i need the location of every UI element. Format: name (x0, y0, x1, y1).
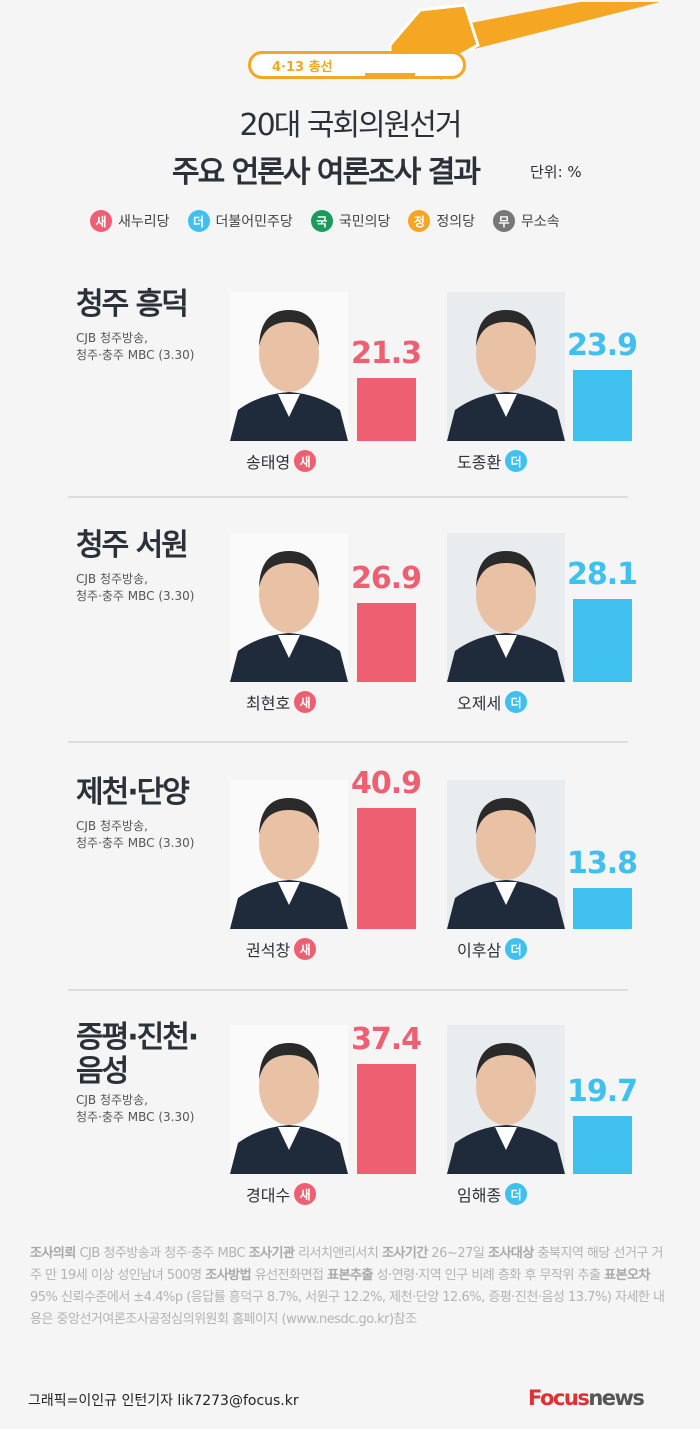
candidate-photo (447, 780, 565, 929)
district-name: 청주 서원 (76, 528, 189, 563)
party-badge: 새 (294, 450, 317, 472)
legend-label: 새누리당 (118, 214, 170, 230)
party-badge: 더 (505, 938, 528, 960)
section-divider (68, 989, 628, 991)
candidate-photo (447, 533, 565, 682)
footnote-key: 조사대상 (487, 1246, 534, 1261)
candidate-photo (230, 780, 348, 929)
candidate-photo (230, 292, 348, 441)
legend-item-jeongui: 정 정의당 (408, 210, 475, 232)
candidate-name: 이후삼 더 (457, 937, 528, 961)
vote-bar (573, 888, 632, 929)
footnote-key: 조사의뢰 (30, 1246, 76, 1261)
vote-value: 37.4 (351, 1021, 422, 1057)
section-divider (68, 741, 628, 743)
tag-pill (248, 51, 466, 79)
poll-source: CJB 청주방송, 청주·충주 MBC (3.30) (76, 331, 195, 362)
candidate-photo (230, 1025, 348, 1174)
credit: 그래픽=이인규 인턴기자 lik7273@focus.kr (28, 1393, 299, 1409)
district-name: 제천·단양 (76, 775, 190, 810)
footnote-key: 표본오차 (604, 1268, 650, 1283)
party-badge: 더 (187, 210, 210, 232)
party-badge: 국 (310, 210, 333, 232)
party-badge: 더 (505, 1183, 528, 1205)
footnote-value: CJB 청주방송과 청주·충주 MBC (75, 1246, 249, 1261)
vote-value: 23.9 (567, 328, 638, 364)
party-badge: 정 (408, 210, 431, 232)
election-tag: 4·13 총선 (272, 60, 333, 75)
unit-label: 단위: % (530, 163, 582, 181)
survey-footnote: 조사의뢰 CJB 청주방송과 청주·충주 MBC 조사기관 리서치앤리서치 조사… (30, 1243, 670, 1331)
party-badge: 더 (505, 691, 528, 713)
vote-bar (357, 1063, 416, 1174)
party-badge: 새 (90, 210, 112, 232)
district-name: 청주 흥덕 (76, 287, 189, 322)
legend-label: 무소속 (520, 214, 560, 230)
legend-item-musosok: 무 무소속 (492, 210, 560, 232)
legend-item-minju: 더 더불어민주당 (187, 210, 293, 232)
party-badge: 새 (294, 691, 317, 713)
vote-bar (357, 378, 416, 441)
district-name: 증평·진천· 음성 (76, 1020, 199, 1089)
page-subtitle: 주요 언론사 여론조사 결과 (172, 155, 481, 190)
party-legend: 새 새누리당 더 더불어민주당 국 국민의당 정 정의당 무 무소속 (90, 210, 560, 232)
candidate-photo (447, 1025, 565, 1174)
party-badge: 무 (492, 210, 515, 232)
poll-source: CJB 청주방송, 청주·충주 MBC (3.30) (76, 1093, 195, 1124)
party-badge: 새 (294, 1183, 317, 1205)
footnote-key: 표본추출 (327, 1268, 373, 1283)
legend-label: 더불어민주당 (215, 214, 293, 230)
footnote-key: 조사기간 (381, 1246, 428, 1261)
vote-value: 21.3 (351, 336, 422, 372)
vote-bar (573, 599, 632, 682)
vote-value: 40.9 (351, 766, 422, 802)
vote-bar (573, 370, 632, 441)
candidate-name: 권석창 새 (246, 937, 317, 961)
candidate-name: 임해종 더 (457, 1182, 528, 1206)
footnote-value: 성·연령·지역 인구 비례 층화 후 무작위 추출 (372, 1268, 605, 1283)
vote-value: 13.8 (567, 846, 638, 882)
vote-value: 19.7 (567, 1073, 638, 1109)
vote-value: 26.9 (351, 560, 422, 596)
vote-value: 28.1 (567, 557, 638, 593)
vote-bar (357, 602, 416, 682)
candidate-photo (447, 292, 565, 441)
legend-item-saenuri: 새 새누리당 (90, 210, 170, 232)
legend-label: 국민의당 (338, 214, 391, 230)
candidate-photo (230, 533, 348, 682)
vote-bar (357, 808, 416, 929)
candidate-name: 도종환 더 (457, 449, 528, 473)
footnote-value: 충북지역 해당 선거구 거주 만 19세 이상 성인남녀 500명 (30, 1246, 663, 1283)
footnote-value: 26~27일 (427, 1246, 488, 1261)
candidate-name: 최현호 새 (246, 690, 317, 714)
ballot-slot (365, 73, 415, 79)
focusnews-logo: Focusnews (528, 1386, 645, 1410)
footnote-value: 95% 신뢰수준에서 ±4.4%p (응답률 흥덕구 8.7%, 서원구 12.… (30, 1290, 665, 1327)
footnote-key: 조사방법 (205, 1268, 252, 1283)
vote-bar (573, 1115, 632, 1174)
candidate-name: 경대수 새 (246, 1182, 317, 1206)
poll-source: CJB 청주방송, 청주·충주 MBC (3.30) (76, 819, 195, 850)
page-title: 20대 국회의원선거 (239, 108, 463, 143)
footnote-key: 조사기관 (248, 1246, 295, 1261)
footnote-value: 유선전화면접 (251, 1268, 328, 1283)
candidate-name: 송태영 새 (246, 449, 317, 473)
section-divider (68, 496, 628, 498)
party-badge: 새 (294, 938, 317, 960)
poll-source: CJB 청주방송, 청주·충주 MBC (3.30) (76, 572, 195, 603)
footnote-value: 리서치앤리서치 (294, 1246, 382, 1261)
legend-label: 정의당 (436, 214, 475, 230)
legend-item-gukmin: 국 국민의당 (310, 210, 391, 232)
party-badge: 더 (505, 450, 528, 472)
candidate-name: 오제세 더 (457, 690, 528, 714)
